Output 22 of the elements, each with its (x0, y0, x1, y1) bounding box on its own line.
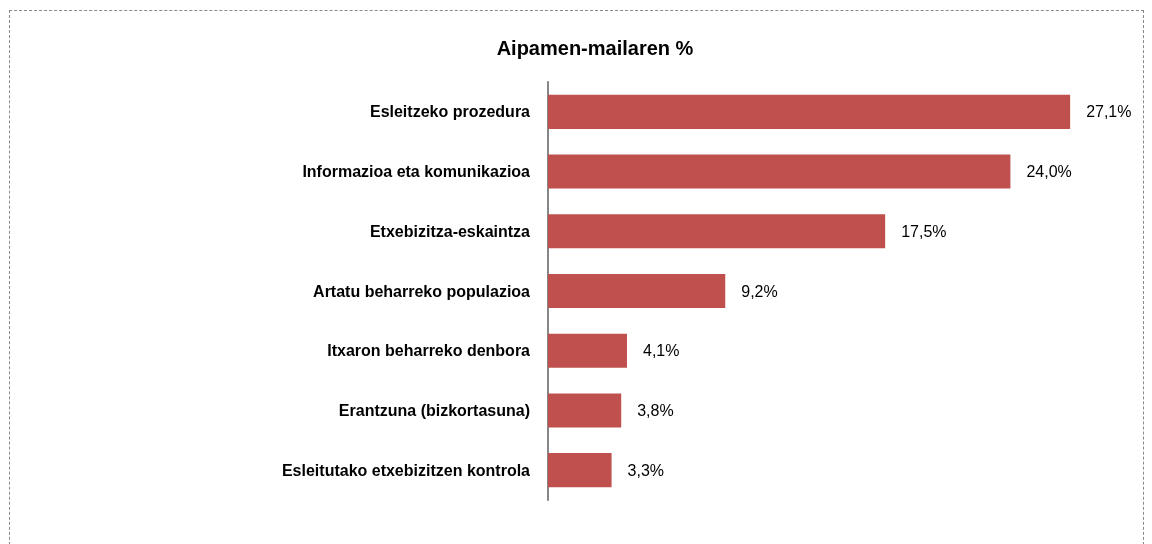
y-tick-label: Informazioa eta komunikazioa (302, 163, 531, 181)
y-tick-label: Erantzuna (bizkortasuna) (338, 401, 530, 419)
data-label: 9,2% (741, 282, 778, 300)
data-label: 3,3% (627, 461, 665, 479)
y-tick-label: Etxebizitza-eskaintza (369, 222, 531, 240)
y-tick-label: Esleitzeko prozedura (369, 103, 531, 121)
y-tick-label: Artatu beharreko populazioa (313, 282, 531, 300)
data-label: 17,5% (901, 222, 947, 240)
data-label: 24,0% (1026, 163, 1072, 181)
data-label: 3,8% (637, 401, 674, 419)
bar (548, 94, 1071, 129)
y-tick-label: Esleitutako etxebizitzen kontrola (281, 461, 531, 479)
bar (548, 214, 886, 249)
bar (548, 453, 612, 488)
bar (548, 333, 627, 368)
data-label: 4,1% (642, 342, 680, 360)
bar (548, 273, 726, 309)
data-label: 27,1% (1086, 103, 1132, 121)
chart-title: Aipamen-mailaren % (496, 37, 694, 59)
y-tick-label: Itxaron beharreko denbora (327, 342, 531, 360)
bar (548, 154, 1011, 189)
bar (548, 393, 622, 428)
